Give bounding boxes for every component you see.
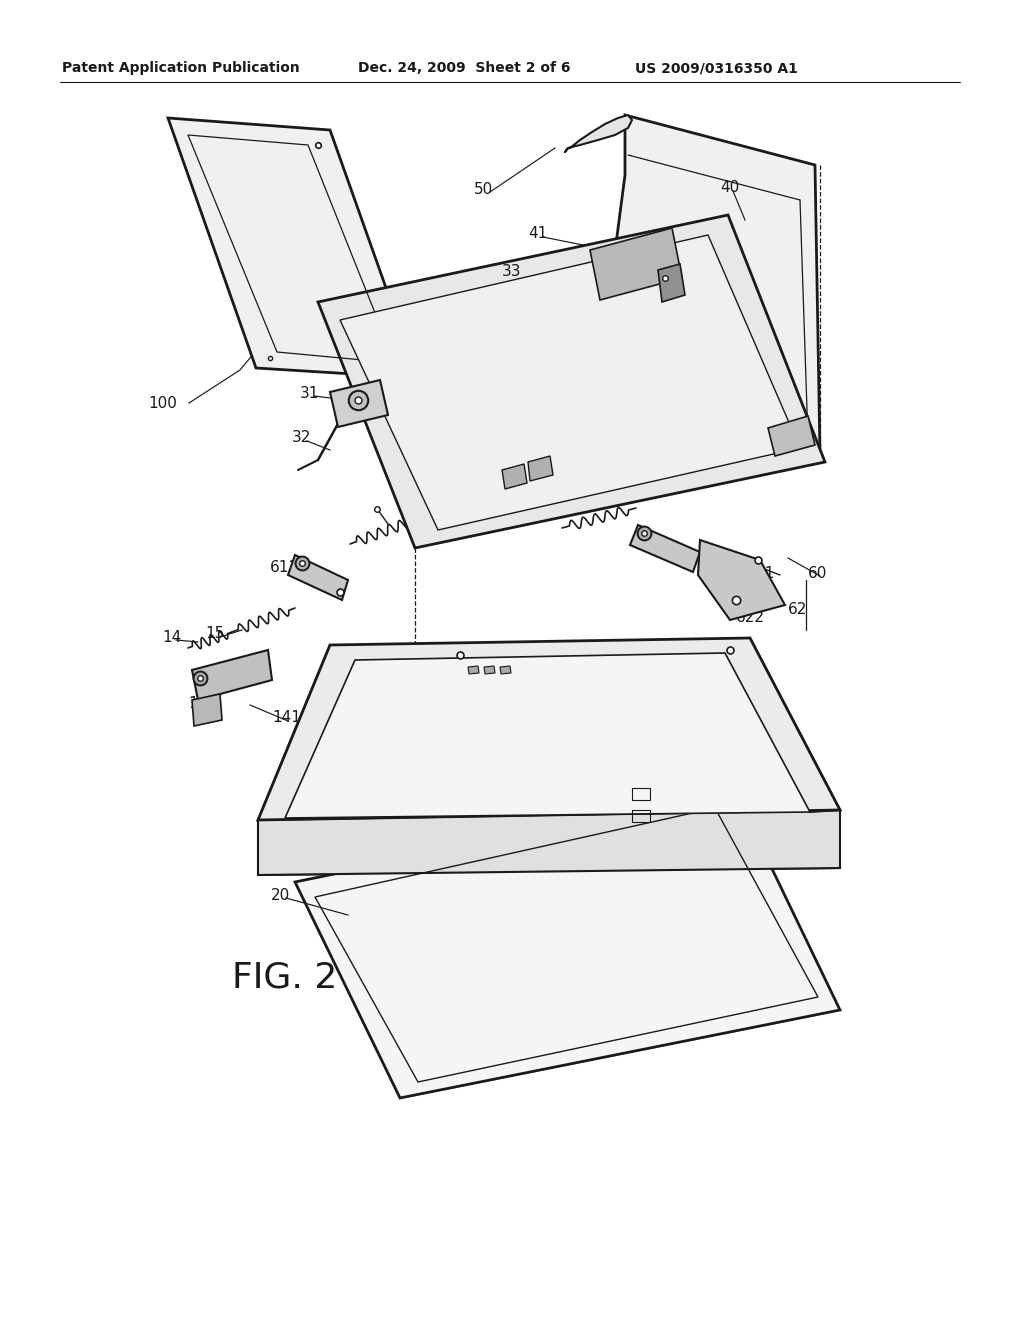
Text: 10: 10	[362, 742, 382, 758]
Polygon shape	[725, 638, 840, 812]
Text: 41: 41	[528, 226, 547, 240]
Text: 50: 50	[474, 182, 494, 198]
Polygon shape	[565, 115, 632, 152]
Polygon shape	[193, 649, 272, 700]
Text: 142: 142	[188, 696, 217, 710]
Text: 32: 32	[292, 430, 311, 446]
Polygon shape	[168, 117, 418, 378]
Polygon shape	[318, 215, 825, 548]
Polygon shape	[610, 115, 820, 465]
Polygon shape	[698, 540, 785, 620]
Text: 31: 31	[300, 385, 319, 400]
Polygon shape	[288, 554, 348, 601]
Text: 37: 37	[782, 425, 802, 440]
Polygon shape	[630, 525, 700, 572]
Text: 15: 15	[205, 627, 224, 642]
Text: US 2009/0316350 A1: US 2009/0316350 A1	[635, 61, 798, 75]
Polygon shape	[340, 235, 800, 531]
Polygon shape	[258, 810, 840, 875]
Text: 60: 60	[808, 565, 827, 581]
Text: 611: 611	[270, 561, 299, 576]
Polygon shape	[468, 667, 479, 675]
Polygon shape	[500, 667, 511, 675]
Polygon shape	[330, 380, 388, 426]
Polygon shape	[658, 264, 685, 302]
Polygon shape	[258, 638, 840, 820]
Polygon shape	[590, 228, 682, 300]
Text: Dec. 24, 2009  Sheet 2 of 6: Dec. 24, 2009 Sheet 2 of 6	[358, 61, 570, 75]
Text: Patent Application Publication: Patent Application Publication	[62, 61, 300, 75]
Polygon shape	[295, 792, 840, 1098]
Polygon shape	[484, 667, 495, 675]
Polygon shape	[768, 416, 815, 455]
Text: 40: 40	[720, 181, 739, 195]
Text: 13: 13	[542, 676, 561, 690]
Text: 43: 43	[656, 306, 676, 322]
Text: 42: 42	[538, 289, 557, 305]
Text: 622: 622	[736, 610, 765, 626]
Polygon shape	[193, 694, 222, 726]
Text: 38: 38	[548, 355, 567, 370]
Text: 14: 14	[162, 630, 181, 644]
Text: 61: 61	[756, 566, 775, 582]
Text: 62: 62	[788, 602, 807, 618]
Text: 39: 39	[454, 470, 473, 486]
Text: FIG. 2: FIG. 2	[232, 961, 337, 995]
Polygon shape	[528, 455, 553, 480]
Text: 30: 30	[696, 337, 716, 351]
Polygon shape	[258, 645, 355, 820]
Text: 621: 621	[736, 594, 765, 610]
Text: 33: 33	[502, 264, 521, 280]
Text: 100: 100	[148, 396, 177, 411]
Polygon shape	[285, 653, 810, 818]
Text: 141: 141	[272, 710, 301, 726]
Polygon shape	[502, 465, 527, 488]
Text: 20: 20	[271, 887, 290, 903]
